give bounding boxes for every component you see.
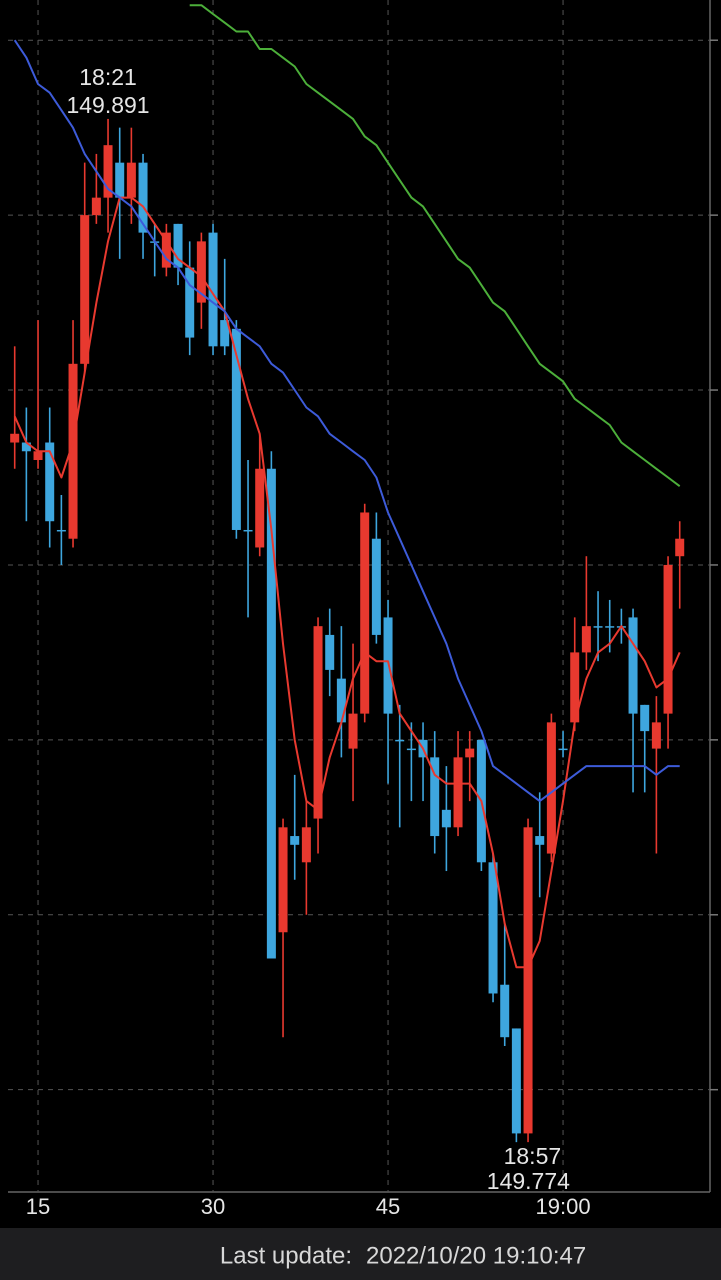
ma-line (13, 39, 680, 803)
candle-body (500, 984, 510, 1038)
candle-body (605, 626, 615, 628)
candle-body (371, 538, 381, 635)
candle-body (161, 232, 171, 268)
candle-body (453, 757, 463, 828)
candle-body (115, 162, 125, 198)
annotation-time: 18:21 (79, 64, 137, 90)
candle-body (126, 162, 136, 198)
footer-timestamp: 2022/10/20 19:10:47 (366, 1242, 586, 1269)
candle-body (10, 433, 20, 443)
candle-body (103, 145, 113, 198)
footer-bar (0, 1228, 721, 1280)
ma-line (13, 196, 681, 969)
candle-body (33, 451, 43, 461)
candle-body (243, 529, 253, 532)
x-tick-label: 15 (26, 1194, 50, 1219)
candle-body (56, 529, 66, 532)
candle-body (290, 836, 300, 845)
candle-body (208, 232, 218, 347)
candle-body (255, 468, 265, 548)
candle-body (266, 468, 276, 959)
candle-body (640, 704, 650, 732)
candle-body (45, 442, 55, 522)
annotation-value: 149.891 (66, 92, 149, 118)
annotation-value: 149.774 (487, 1168, 570, 1194)
candle-body (336, 678, 346, 723)
candle-body (301, 827, 311, 863)
candle-body (80, 215, 90, 364)
candle-body (593, 626, 603, 628)
candle-body (488, 862, 498, 994)
candle-body (220, 320, 230, 347)
candle-body (441, 809, 451, 828)
candle-body (511, 1028, 521, 1134)
candle-body (675, 538, 685, 557)
candle-body (465, 748, 475, 758)
candle-body (570, 652, 580, 723)
annotation-time: 18:57 (504, 1143, 562, 1169)
candle-body (628, 617, 638, 714)
candle-body (313, 626, 323, 819)
footer-label: Last update: (220, 1242, 352, 1269)
candle-body (325, 634, 335, 670)
candle-body (68, 363, 78, 539)
candle-body (430, 757, 440, 837)
candle-body (546, 722, 556, 854)
x-tick-label: 45 (376, 1194, 400, 1219)
candle-body (185, 267, 195, 338)
candle-body (91, 197, 101, 216)
candle-body (278, 827, 288, 933)
marks (10, 4, 685, 1143)
candle-body (138, 162, 148, 233)
candle-body (231, 328, 241, 530)
grid (8, 0, 718, 1192)
candle-body (196, 241, 206, 303)
candle-body (360, 512, 370, 714)
candle-body (558, 748, 568, 751)
x-tick-label: 19:00 (536, 1194, 591, 1219)
candle-body (21, 442, 31, 452)
candle-body (651, 722, 661, 749)
candle-body (663, 564, 673, 714)
candle-body (581, 626, 591, 653)
candle-body (406, 748, 416, 751)
candle-body (395, 739, 405, 742)
candle-body (523, 827, 533, 1134)
candle-body (348, 713, 358, 749)
ma-line (189, 4, 681, 487)
candle-body (535, 836, 545, 845)
x-tick-label: 30 (201, 1194, 225, 1219)
candle-body (173, 223, 183, 268)
